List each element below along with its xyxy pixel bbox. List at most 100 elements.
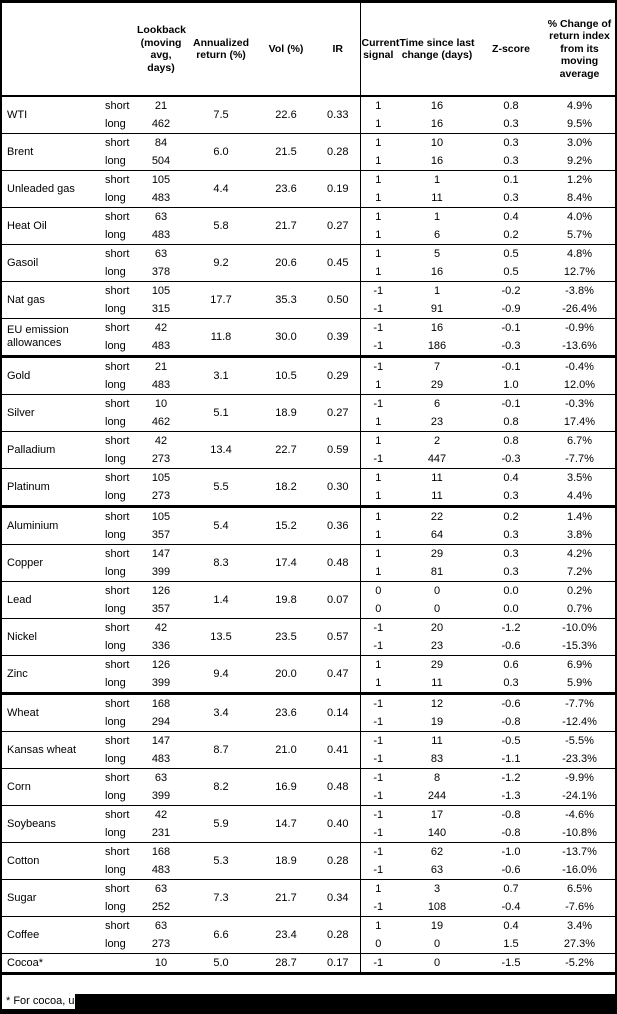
- table-row: Copper short 147 8.3 17.4 0.48 1 29 0.3 4.2%: [2, 544, 615, 582]
- signal-value: 1: [360, 879, 396, 898]
- signal-value: -1: [373, 453, 384, 465]
- signal-value: -1: [360, 731, 396, 750]
- annualized-return-value: 5.3: [186, 842, 256, 880]
- table-row: long 231 -1 140 -0.8 -10.8%: [2, 824, 615, 843]
- signal-value: 1: [375, 266, 382, 278]
- horizon-label: long: [105, 229, 126, 241]
- table-row: long 483 1 6 0.2 5.7%: [2, 226, 615, 245]
- commodity-name: Gasoil: [2, 244, 102, 282]
- table-row: Soybeans short 42 5.9 14.7 0.40 -1 17 -0.8 -4.6%: [2, 805, 615, 843]
- signal-value: 1: [360, 468, 396, 487]
- zscore-value: 0.3: [478, 544, 544, 563]
- annualized-return-value: 8.7: [186, 731, 256, 769]
- signal-value: 1: [360, 544, 396, 563]
- lookback-value: 42: [136, 618, 186, 637]
- table-row: long 294 -1 19 -0.8 -12.4%: [2, 713, 615, 732]
- horizon-label: short: [102, 281, 136, 300]
- horizon-label: short: [102, 544, 136, 563]
- zscore-value: -0.5: [478, 731, 544, 750]
- lookback-value: 462: [151, 416, 171, 428]
- lookback-value: 357: [151, 603, 171, 615]
- vol-value: 30.0: [256, 318, 316, 357]
- time-since-value: 0: [433, 938, 441, 950]
- time-since-value: 11: [431, 490, 443, 502]
- pct-change-value: -15.3%: [562, 640, 597, 652]
- commodity-name: Cocoa*: [2, 953, 102, 974]
- header-annualized-return: Annualized return (%): [186, 3, 256, 97]
- lookback-value: 483: [151, 192, 171, 204]
- time-since-value: 3: [396, 879, 478, 898]
- time-since-value: 108: [427, 901, 447, 913]
- pct-change-value: -0.3%: [544, 394, 615, 413]
- horizon-label: long: [105, 118, 126, 130]
- signal-value: 1: [375, 677, 382, 689]
- lookback-value: 315: [151, 303, 171, 315]
- horizon-label: short: [102, 244, 136, 263]
- ir-value: 0.34: [316, 879, 361, 917]
- lookback-value: 399: [151, 677, 171, 689]
- lookback-value: 273: [151, 490, 171, 502]
- time-since-value: 63: [430, 864, 444, 876]
- table-row: Nickel short 42 13.5 23.5 0.57 -1 20 -1.2 -10.0%: [2, 618, 615, 656]
- time-since-value: 62: [396, 842, 478, 861]
- commodity-name: Aluminium: [2, 505, 102, 545]
- zscore-value: -1.1: [501, 753, 521, 765]
- time-since-value: 447: [427, 453, 447, 465]
- pct-change-value: 12.0%: [563, 379, 596, 391]
- ir-value: 0.41: [316, 731, 361, 769]
- horizon-label: short: [102, 133, 136, 152]
- zscore-value: -0.6: [501, 640, 521, 652]
- time-since-value: 29: [396, 544, 478, 563]
- pct-change-value: 4.9%: [544, 95, 615, 115]
- signal-value: -1: [373, 827, 384, 839]
- header-vol: Vol (%): [256, 3, 316, 97]
- lookback-value: 21: [136, 355, 186, 376]
- table-row: long 252 -1 108 -0.4 -7.6%: [2, 898, 615, 917]
- time-since-value: 244: [427, 790, 447, 802]
- table-row: long 273 1 11 0.3 4.4%: [2, 487, 615, 507]
- pct-change-value: 12.7%: [563, 266, 596, 278]
- signal-value: -1: [373, 864, 384, 876]
- zscore-value: -1.0: [478, 842, 544, 861]
- horizon-label: short: [102, 618, 136, 637]
- pct-change-value: -24.1%: [562, 790, 597, 802]
- time-since-value: 1: [396, 207, 478, 226]
- ir-value: 0.17: [316, 953, 361, 974]
- horizon-label: short: [102, 768, 136, 787]
- horizon-label: short: [102, 431, 136, 450]
- table-row: long 273 -1 447 -0.3 -7.7%: [2, 450, 615, 469]
- vol-value: 17.4: [256, 544, 316, 582]
- signal-value: 1: [360, 431, 396, 450]
- annualized-return-value: 4.4: [186, 170, 256, 208]
- pct-change-value: 7.2%: [566, 566, 593, 578]
- ir-value: 0.36: [316, 505, 361, 545]
- pct-change-value: -26.4%: [562, 303, 597, 315]
- table-row: Gold short 21 3.1 10.5 0.29 -1 7 -0.1 -0.4%: [2, 355, 615, 395]
- horizon-label: short: [102, 692, 136, 713]
- signal-value: 0: [375, 938, 382, 950]
- signal-value: 1: [375, 229, 382, 241]
- time-since-value: 140: [427, 827, 447, 839]
- horizon-label: long: [105, 827, 126, 839]
- vol-value: 22.7: [256, 431, 316, 469]
- horizon-label: long: [105, 303, 126, 315]
- table-row: WTI short 21 7.5 22.6 0.33 1 16 0.8 4.9%: [2, 95, 615, 134]
- ir-value: 0.14: [316, 692, 361, 732]
- vol-value: 21.5: [256, 133, 316, 171]
- commodity-name: Palladium: [2, 431, 102, 469]
- annualized-return-value: 9.2: [186, 244, 256, 282]
- lookback-value: 252: [151, 901, 171, 913]
- annualized-return-value: 17.7: [186, 281, 256, 319]
- zscore-value: 0.5: [503, 266, 519, 278]
- vol-value: 20.0: [256, 655, 316, 694]
- commodity-name: Zinc: [2, 655, 102, 694]
- signal-value: -1: [360, 768, 396, 787]
- ir-value: 0.07: [316, 581, 361, 619]
- pct-change-value: 4.0%: [544, 207, 615, 226]
- table-row: Brent short 84 6.0 21.5 0.28 1 10 0.3 3.0%: [2, 133, 615, 171]
- pct-change-value: -5.5%: [544, 731, 615, 750]
- time-since-value: 11: [396, 731, 478, 750]
- pct-change-value: -12.4%: [562, 716, 597, 728]
- lookback-value: 378: [151, 266, 171, 278]
- vol-value: 22.6: [256, 95, 316, 134]
